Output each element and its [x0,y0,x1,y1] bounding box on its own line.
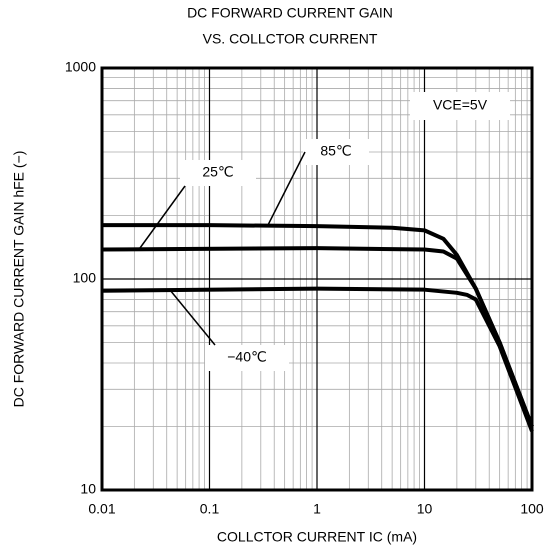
x-tick-label: 0.1 [200,501,220,517]
leader-line [169,289,216,346]
series-line [101,246,534,428]
series-line [101,286,534,432]
x-tick-label: 100 [520,501,544,517]
x-tick-label: 10 [417,501,433,517]
annotation-box [303,139,369,165]
x-tick-label: 1 [313,501,321,517]
x-axis-label: COLLCTOR CURRENT IC (mA) [217,529,417,545]
y-axis-label: DC FORWARD CURRENT GAIN hFE (−) [11,151,27,408]
chart-title: DC FORWARD CURRENT GAIN [187,5,393,21]
plot-frame [100,66,534,492]
annotation: −40℃ [227,349,266,365]
y-tick-label: 10 [80,481,96,497]
chart-subtitle: VS. COLLCTOR CURRENT [203,31,378,47]
annotation-box [205,345,289,371]
annotation: 85℃ [320,143,351,159]
y-tick-label: 1000 [65,59,96,75]
y-tick-label: 100 [73,270,97,286]
leader-line [139,185,186,249]
x-tick-label: 0.01 [88,501,115,517]
annotation-box [180,160,256,186]
annotation-box [410,92,510,120]
annotation: 25℃ [202,164,233,180]
leader-line [267,151,306,226]
annotation: VCE=5V [433,97,488,113]
